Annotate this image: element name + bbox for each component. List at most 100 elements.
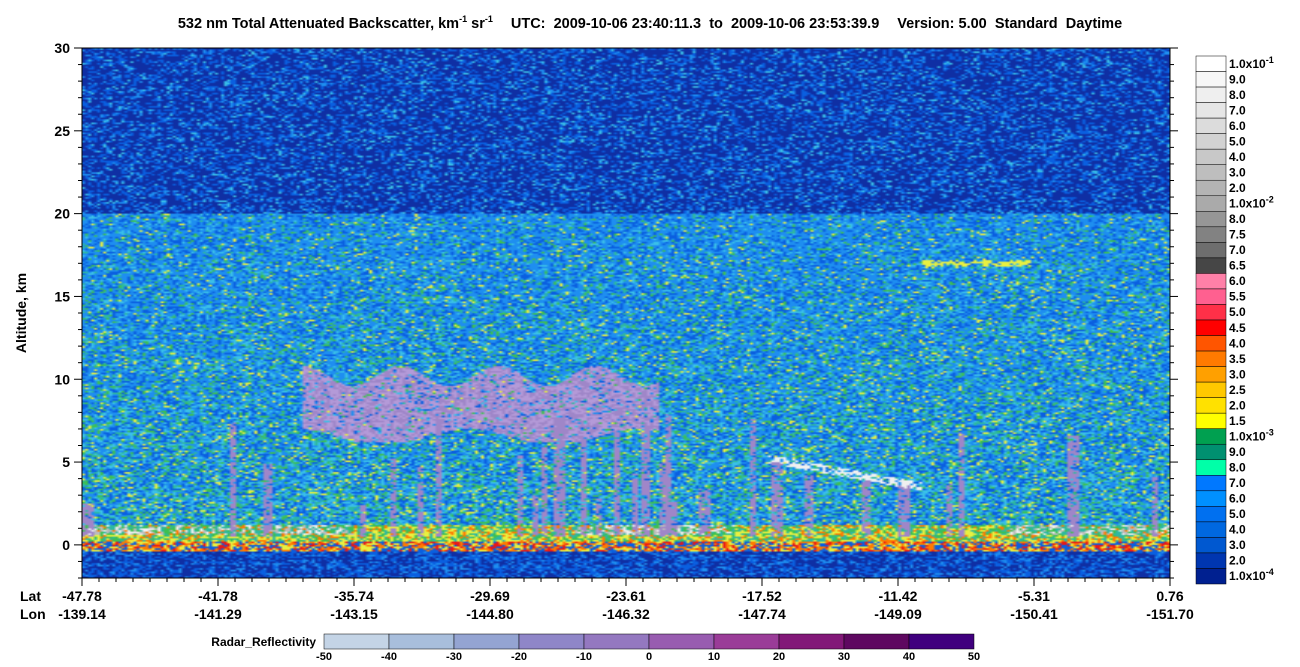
colorbar-swatch (1195, 428, 1227, 445)
colorbar-swatch (1195, 211, 1227, 228)
lat-tick-label: -23.61 (606, 588, 646, 604)
colorbar-swatch (1195, 55, 1227, 72)
colorbar-label: 2.0 (1229, 554, 1246, 568)
colorbar-swatch (1195, 164, 1227, 181)
radar-swatch (453, 633, 520, 650)
radar-tick-label: 40 (903, 651, 915, 663)
title-unit-mid: sr (467, 15, 485, 32)
y-tick-label: 15 (54, 288, 70, 304)
backscatter-colorbar: 1.0x10-19.08.07.06.05.04.03.02.01.0x10-2… (1195, 55, 1274, 585)
colorbar-swatch (1195, 490, 1227, 507)
colorbar-swatch (1195, 319, 1227, 336)
plot-area (82, 48, 1170, 578)
colorbar-swatch (1195, 195, 1227, 212)
radar-swatch (388, 633, 455, 650)
lat-tick-label: -5.31 (1018, 588, 1050, 604)
colorbar-swatch (1195, 86, 1227, 103)
radar-swatch (648, 633, 715, 650)
title-daynight: Daytime (1065, 15, 1123, 32)
colorbar-swatch (1195, 148, 1227, 165)
radar-swatch (778, 633, 845, 650)
y-tick-label: 0 (62, 537, 70, 553)
colorbar-swatch (1195, 288, 1227, 305)
lat-tick-label: -29.69 (470, 588, 510, 604)
colorbar-label: 8.0 (1229, 212, 1246, 226)
lat-tick-label: -35.74 (334, 588, 374, 604)
colorbar-swatch (1195, 242, 1227, 259)
colorbar-label: 7.0 (1229, 243, 1246, 257)
colorbar-label: 5.0 (1229, 507, 1246, 521)
lat-tick-label: -41.78 (198, 588, 238, 604)
colorbar-label: 6.0 (1229, 492, 1246, 506)
title-exp-1: -1 (459, 14, 468, 24)
colorbar-label: 3.5 (1229, 352, 1246, 366)
radar-tick-label: 30 (838, 651, 850, 663)
radar-swatch (323, 633, 390, 650)
colorbar-swatch (1195, 304, 1227, 321)
y-tick-label: 10 (54, 371, 70, 387)
colorbar-label: 9.0 (1229, 72, 1246, 86)
colorbar-swatch (1195, 459, 1227, 476)
colorbar-label: 6.0 (1229, 119, 1246, 133)
colorbar-swatch (1195, 397, 1227, 414)
colorbar-label: 3.0 (1229, 367, 1246, 381)
lon-tick-label: -146.32 (602, 606, 650, 622)
colorbar-swatch (1195, 335, 1227, 352)
title-exp-2: -1 (484, 14, 493, 24)
colorbar-swatch (1195, 273, 1227, 290)
colorbar-swatch (1195, 521, 1227, 538)
radar-tick-label: 50 (968, 651, 980, 663)
radar-swatch (713, 633, 780, 650)
radar-tick-label: -40 (381, 651, 397, 663)
colorbar-label: 6.0 (1229, 274, 1246, 288)
radar-tick-label: 0 (646, 651, 652, 663)
radar-swatch (518, 633, 585, 650)
radar-tick-label: 10 (708, 651, 720, 663)
lat-tick-label: -17.52 (742, 588, 782, 604)
radar-swatch (583, 633, 650, 650)
lon-tick-label: -151.70 (1146, 606, 1194, 622)
colorbar-label: 4.0 (1229, 523, 1246, 537)
lat-tick-label: 0.76 (1156, 588, 1183, 604)
lon-tick-label: -147.74 (738, 606, 786, 622)
colorbar-label: 5.0 (1229, 134, 1246, 148)
radar-tick-label: 20 (773, 651, 785, 663)
colorbar-label: 2.0 (1229, 398, 1246, 412)
radar-tick-label: -50 (316, 651, 332, 663)
colorbar-swatch (1195, 179, 1227, 197)
colorbar-label: 1.0x10-2 (1229, 195, 1274, 211)
colorbar-label: 6.5 (1229, 259, 1246, 273)
colorbar-label: 1.0x10-3 (1229, 427, 1274, 443)
radar-colorbar: -50 -40 -30 -20 -10 0 10 20 30 40 50 Radar_Reflecti… (211, 633, 980, 663)
lon-tick-label: -150.41 (1010, 606, 1058, 622)
colorbar-swatch (1195, 257, 1227, 274)
colorbar-swatch (1195, 381, 1227, 398)
backscatter-curtain (82, 48, 1170, 578)
colorbar-label: 1.0x10-4 (1229, 567, 1274, 583)
colorbar-label: 5.5 (1229, 290, 1246, 304)
radar-swatch (843, 633, 910, 650)
lon-tick-label: -139.14 (58, 606, 106, 622)
colorbar-swatch (1195, 568, 1227, 585)
axes: 0 5 10 15 20 25 30 Altitude, km -47.78 -139.14 -41… (13, 40, 1194, 622)
title-mode: Standard (994, 15, 1058, 32)
lon-tick-label: -141.29 (194, 606, 242, 622)
lon-tick-label: -144.80 (466, 606, 514, 622)
colorbar-label: 4.0 (1229, 336, 1246, 350)
colorbar-label: 1.5 (1229, 414, 1246, 428)
colorbar-swatch (1195, 506, 1227, 523)
colorbar-label: 1.0x10-1 (1229, 55, 1274, 71)
lat-axis-label: Lat (20, 588, 41, 604)
radar-tick-label: -10 (576, 651, 592, 663)
y-axis-label: Altitude, km (13, 273, 29, 353)
title-version: Version: 5.00 (897, 15, 987, 32)
colorbar-swatch (1195, 117, 1227, 134)
lon-tick-label: -143.15 (330, 606, 378, 622)
colorbar-swatch (1195, 475, 1227, 492)
y-tick-label: 20 (54, 206, 70, 222)
colorbar-label: 3.0 (1229, 165, 1246, 179)
lat-tick-label: -11.42 (879, 588, 918, 604)
radar-swatch (908, 633, 975, 650)
colorbar-swatch (1195, 102, 1227, 119)
